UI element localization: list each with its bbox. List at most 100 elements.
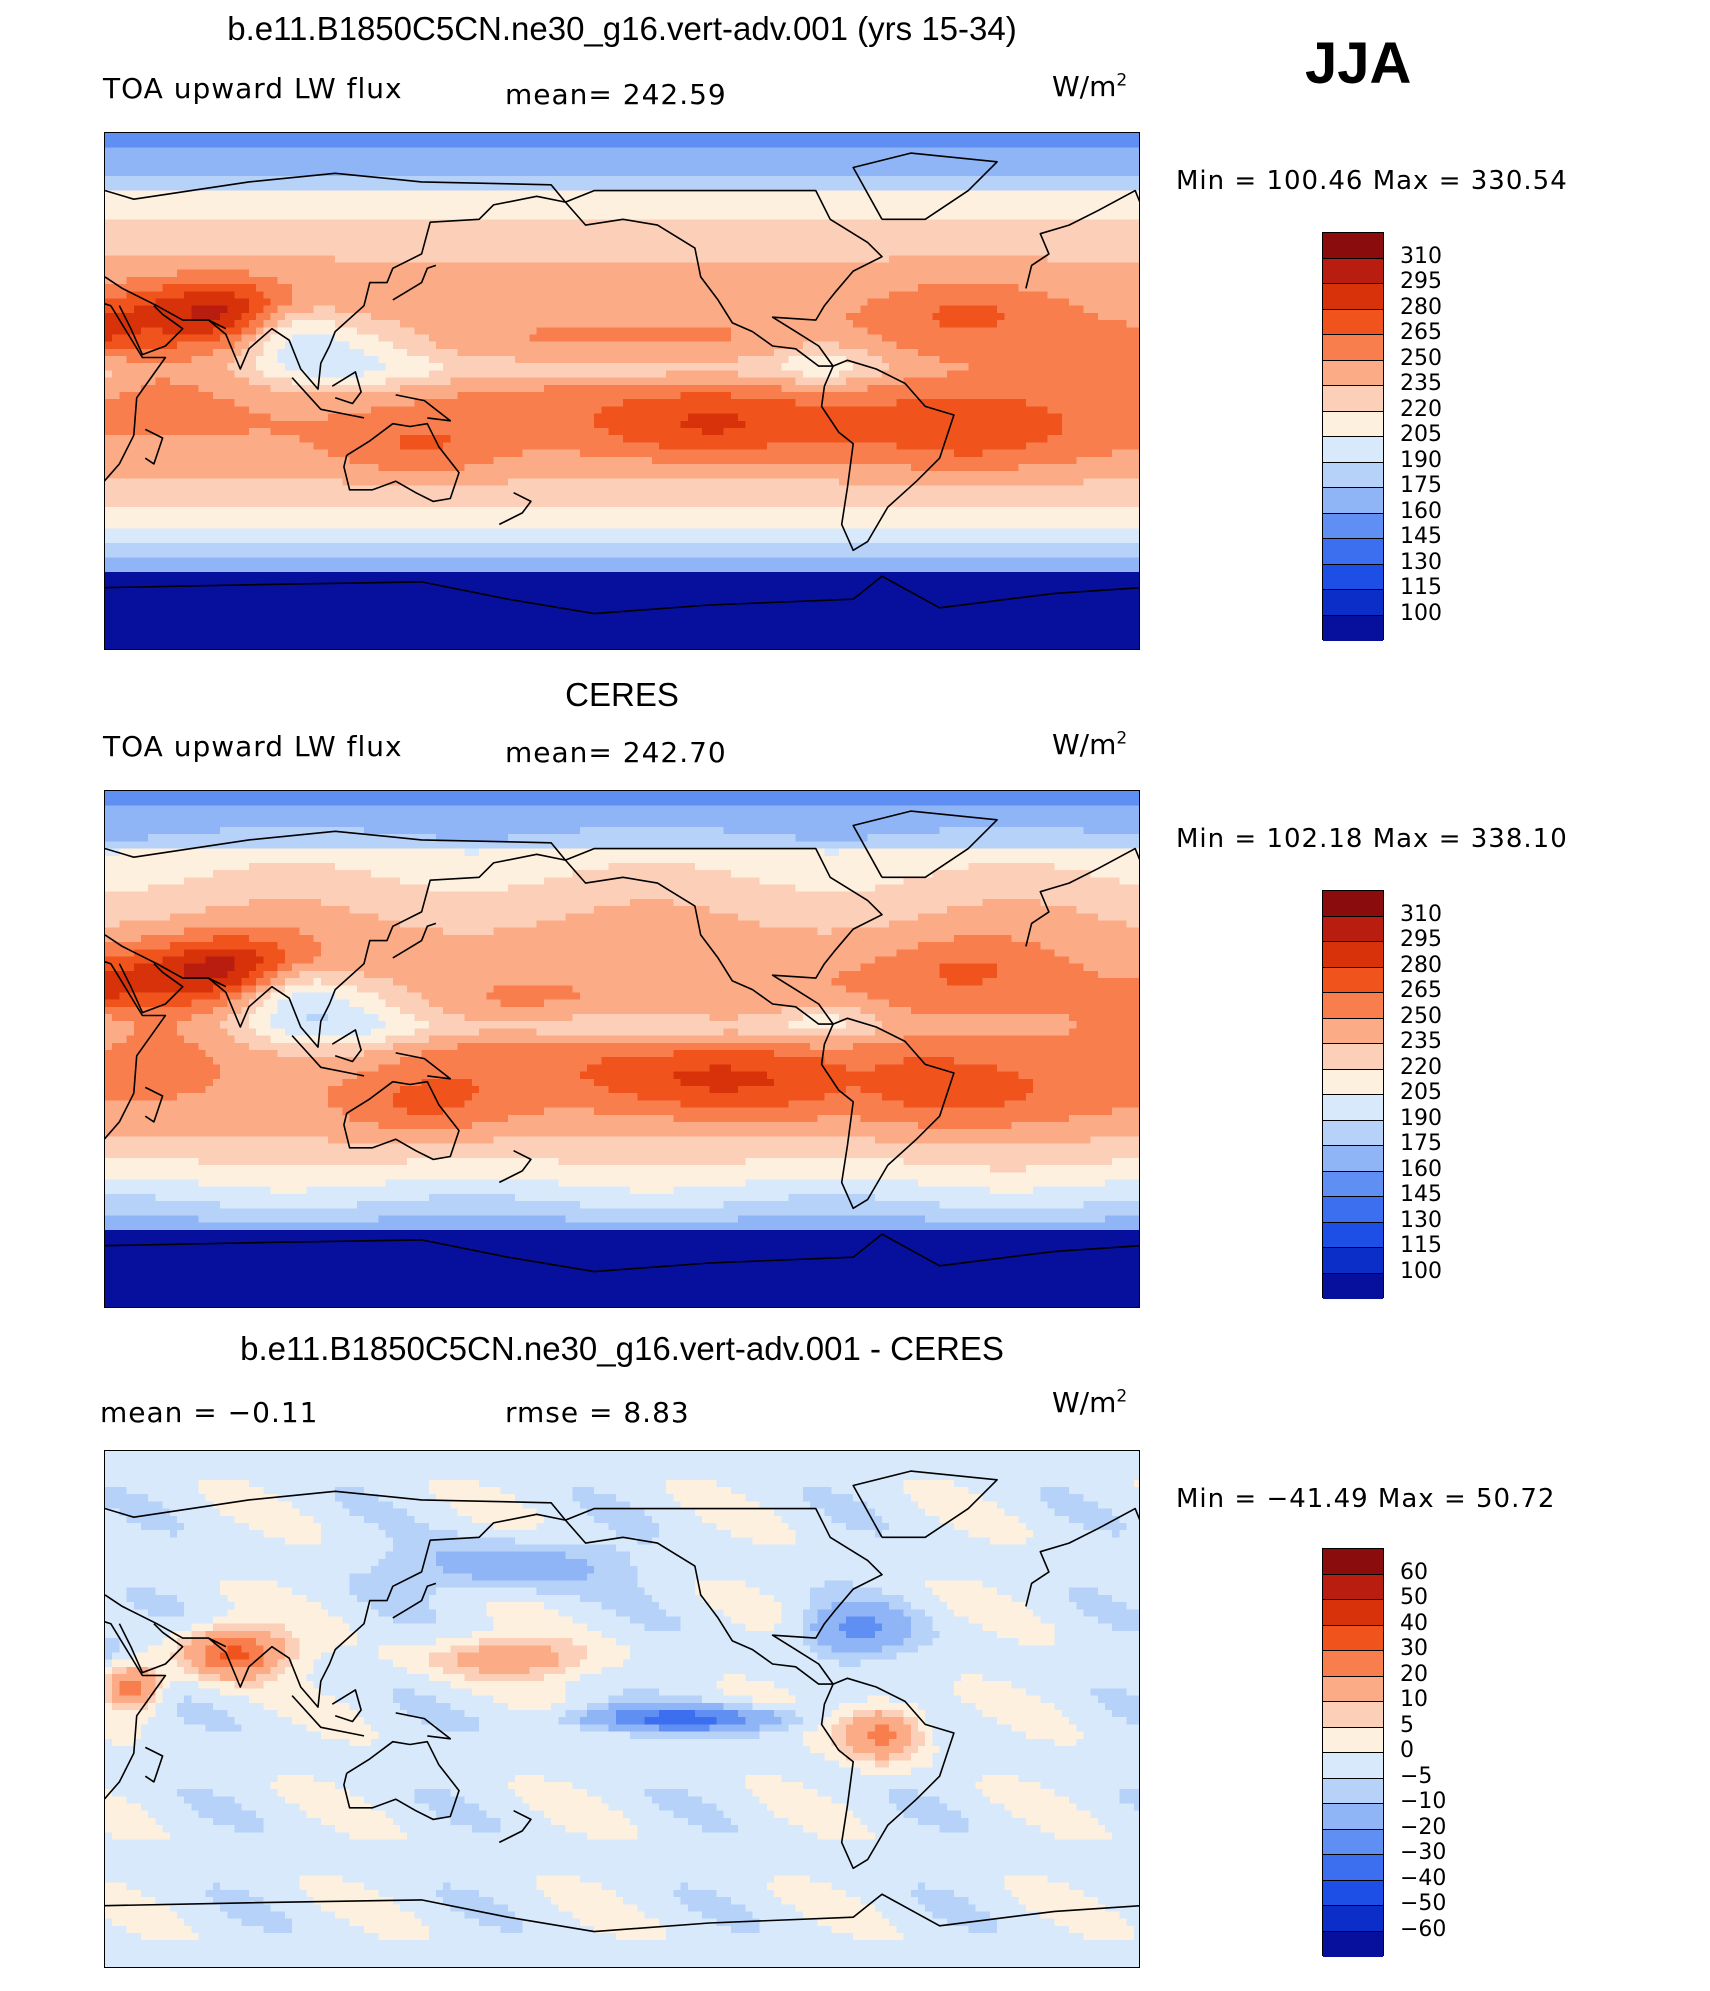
colorbar-tick-label: 50 [1400, 1585, 1428, 1610]
panel-2-variable-label: TOA upward LW flux [103, 730, 403, 763]
colorbar-tick-label: 295 [1400, 269, 1442, 294]
colorbar-swatch [1323, 462, 1383, 488]
colorbar-swatch [1323, 1906, 1383, 1932]
colorbar-swatch [1323, 1880, 1383, 1906]
colorbar-tick-label: 220 [1400, 1055, 1442, 1080]
colorbar-tick-label: 310 [1400, 902, 1442, 927]
colorbar-tick-label: 295 [1400, 927, 1442, 952]
panel-2-units: W/m2 [1052, 728, 1127, 761]
colorbar-swatch [1323, 1069, 1383, 1095]
colorbar-swatch [1323, 233, 1383, 259]
panel-1-mean-label: mean= 242.59 [505, 78, 727, 111]
colorbar-tick-label: 280 [1400, 295, 1442, 320]
colorbar-swatch [1323, 1855, 1383, 1881]
colorbar-tick-label: 205 [1400, 1080, 1442, 1105]
colorbar-swatch [1323, 1146, 1383, 1172]
colorbar-swatch [1323, 1018, 1383, 1044]
panel-3-minmax: Min = −41.49 Max = 50.72 [1176, 1484, 1555, 1514]
colorbar-tick-label: 175 [1400, 1131, 1442, 1156]
colorbar-swatch [1323, 615, 1383, 641]
colorbar-tick-label: 130 [1400, 1208, 1442, 1233]
panel-3-colorbar-labels: 60 50 40 30 20 10 5 0 −5 −10 −20 −30 −40 −50 −60 [1400, 1548, 1490, 1956]
colorbar-swatch [1323, 284, 1383, 310]
colorbar-tick-label: −50 [1400, 1891, 1446, 1916]
colorbar-swatch [1323, 564, 1383, 590]
colorbar-tick-label: 40 [1400, 1611, 1428, 1636]
colorbar-swatch [1323, 1676, 1383, 1702]
colorbar-swatch [1323, 360, 1383, 386]
colorbar-tick-label: 205 [1400, 422, 1442, 447]
colorbar-swatch [1323, 258, 1383, 284]
colorbar-swatch [1323, 967, 1383, 993]
colorbar-tick-label: 190 [1400, 1106, 1442, 1131]
colorbar-swatch [1323, 1625, 1383, 1651]
colorbar-swatch [1323, 1829, 1383, 1855]
colorbar-tick-label: 60 [1400, 1560, 1428, 1585]
colorbar-swatch [1323, 916, 1383, 942]
colorbar-tick-label: 145 [1400, 1182, 1442, 1207]
colorbar-swatch [1323, 1222, 1383, 1248]
colorbar-swatch [1323, 386, 1383, 412]
colorbar-swatch [1323, 1120, 1383, 1146]
colorbar-tick-label: −20 [1400, 1815, 1446, 1840]
panel-3-mean-label: mean = −0.11 [100, 1396, 318, 1429]
colorbar-tick-label: 130 [1400, 550, 1442, 575]
colorbar-swatch [1323, 1095, 1383, 1121]
colorbar-swatch [1323, 1778, 1383, 1804]
colorbar-tick-label: 250 [1400, 1004, 1442, 1029]
colorbar-tick-label: 235 [1400, 371, 1442, 396]
colorbar-swatch [1323, 993, 1383, 1019]
colorbar-swatch [1323, 1931, 1383, 1957]
colorbar-swatch [1323, 1549, 1383, 1575]
panel-2-colorbar-labels: 310 295 280 265 250 235 220 205 190 175 160 145 130 1… [1400, 890, 1490, 1298]
colorbar-tick-label: 265 [1400, 978, 1442, 1003]
colorbar-tick-label: 30 [1400, 1636, 1428, 1661]
panel-3-map [104, 1450, 1140, 1968]
panel-2-contour-field [105, 791, 1139, 1307]
colorbar-swatch [1323, 488, 1383, 514]
colorbar-swatch [1323, 1574, 1383, 1600]
panel-1-colorbar [1322, 232, 1384, 641]
colorbar-swatch [1323, 411, 1383, 437]
colorbar-tick-label: −10 [1400, 1789, 1446, 1814]
colorbar-tick-label: 10 [1400, 1687, 1428, 1712]
coastline-outlines [105, 152, 1139, 615]
panel-1-title: b.e11.B1850C5CN.ne30_g16.vert-adv.001 (y… [104, 10, 1140, 48]
contour-cells [105, 1451, 1139, 1967]
panel-2-colorbar [1322, 890, 1384, 1299]
colorbar-tick-label: −5 [1400, 1764, 1432, 1789]
colorbar-swatch [1323, 1753, 1383, 1779]
colorbar-tick-label: 20 [1400, 1662, 1428, 1687]
panel-3-units: W/m2 [1052, 1386, 1127, 1419]
colorbar-swatch [1323, 1044, 1383, 1070]
colorbar-tick-label: 310 [1400, 244, 1442, 269]
colorbar-swatch [1323, 1248, 1383, 1274]
panel-3-rmse-label: rmse = 8.83 [505, 1396, 690, 1429]
colorbar-swatch [1323, 1804, 1383, 1830]
panel-2-minmax: Min = 102.18 Max = 338.10 [1176, 824, 1568, 854]
panel-1-units: W/m2 [1052, 70, 1127, 103]
season-label: JJA [1305, 30, 1411, 97]
colorbar-tick-label: −30 [1400, 1840, 1446, 1865]
coastline-outlines [105, 810, 1139, 1273]
colorbar-swatch [1323, 1702, 1383, 1728]
colorbar-tick-label: 160 [1400, 1157, 1442, 1182]
colorbar-tick-label: 0 [1400, 1738, 1414, 1763]
panel-1-colorbar-labels: 310 295 280 265 250 235 220 205 190 175 160 145 130 1… [1400, 232, 1490, 640]
panel-1-variable-label: TOA upward LW flux [103, 72, 403, 105]
colorbar-swatch [1323, 1171, 1383, 1197]
panel-1-contour-field [105, 133, 1139, 649]
colorbar-swatch [1323, 1197, 1383, 1223]
colorbar-tick-label: 145 [1400, 524, 1442, 549]
colorbar-tick-label: 100 [1400, 1259, 1442, 1284]
colorbar-tick-label: 115 [1400, 1233, 1442, 1258]
panel-3-title: b.e11.B1850C5CN.ne30_g16.vert-adv.001 - … [104, 1330, 1140, 1368]
contour-cells [105, 791, 1139, 1307]
colorbar-tick-label: 100 [1400, 601, 1442, 626]
colorbar-swatch [1323, 942, 1383, 968]
colorbar-swatch [1323, 309, 1383, 335]
colorbar-tick-label: 280 [1400, 953, 1442, 978]
coastline-outlines [105, 1470, 1139, 1933]
colorbar-tick-label: 5 [1400, 1713, 1414, 1738]
panel-1-minmax: Min = 100.46 Max = 330.54 [1176, 166, 1568, 196]
